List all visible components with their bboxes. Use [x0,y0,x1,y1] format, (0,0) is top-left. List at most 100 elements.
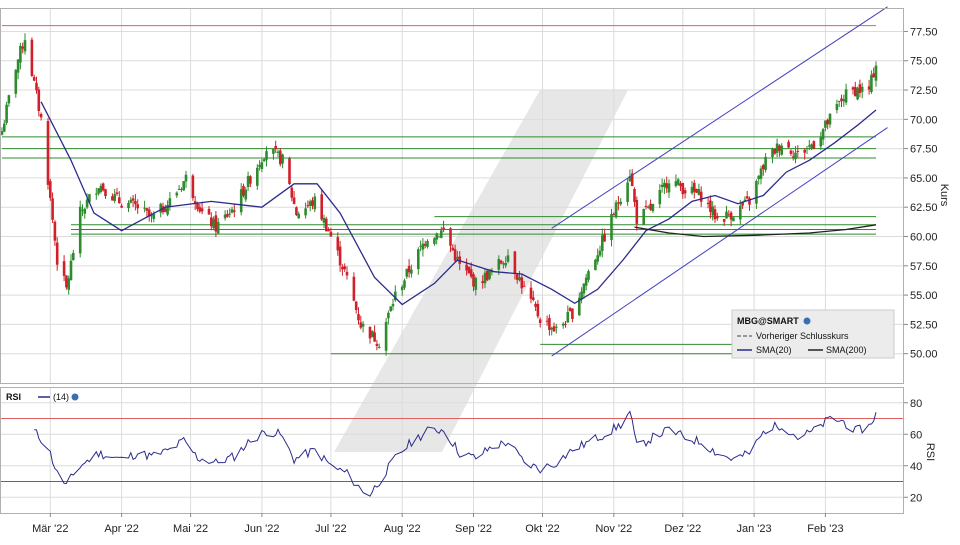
candle-body [481,281,484,284]
candle-body [389,306,392,312]
price-tick-label: 62.50 [910,202,938,214]
candle-body [658,189,662,205]
candle-body [665,183,668,189]
candle-body [23,40,27,52]
candle-body [120,205,123,208]
candle-body [739,205,742,220]
candle-body [745,196,749,199]
candle-body [403,280,406,288]
candle-body [306,205,310,207]
candle-body [805,148,809,150]
candle-body [46,121,50,185]
x-tick-label: Apr '22 [104,523,139,535]
candle-body [426,241,429,247]
candle-body [320,194,323,220]
candle-body [842,99,846,102]
candle-body [272,148,275,154]
candle-body [757,175,760,180]
candle-body [249,176,252,184]
candle-body [513,251,517,274]
candle-body [276,151,280,153]
candle-body [53,221,57,241]
axis-ticks: 50.00 52.50 55.00 57.50 60.00 62.50 65.00 67.50… [32,26,937,535]
candle-body [325,218,328,232]
candle-body [794,152,797,160]
candle-body [727,214,731,216]
candle-body [193,201,197,205]
candle-body [741,201,744,206]
candle-body [49,181,52,198]
candle-body [21,46,24,49]
rsi-period: (14) [53,392,69,402]
candle-body [129,199,133,203]
candle-body [532,297,535,300]
price-tick-label: 72.50 [910,85,938,97]
candle-body [594,259,597,271]
candle-body [619,201,622,205]
candle-body [78,206,82,254]
candle-body [97,188,100,194]
candle-body [449,228,452,246]
candle-body [603,233,606,242]
candle-body [32,77,36,81]
candle-body [442,227,445,230]
candle-body [313,196,317,210]
candle-body [451,247,455,251]
candle-body [858,84,862,93]
candle-body [870,74,873,93]
candle-body [433,238,436,244]
rsi-info-icon[interactable] [71,393,79,401]
price-tick-label: 70.00 [910,114,938,126]
price-tick-label: 52.50 [910,319,938,331]
candle-body [88,194,91,203]
rsi-panel-frame [0,387,904,514]
candle-body [233,210,236,212]
candle-body [336,237,340,251]
candle-body [821,129,825,140]
legend-info-icon[interactable] [803,317,811,325]
candle-body [3,123,6,132]
candle-body [812,141,816,149]
candle-body [104,189,107,197]
candle-body [394,291,397,301]
candle-body [778,145,781,151]
candle-body [377,346,381,348]
candle-body [564,323,567,325]
candle-body [743,199,747,202]
candle-body [453,249,457,261]
candle-body [773,148,777,154]
candle-body [819,136,823,147]
candle-body [166,204,169,215]
candle-body [647,206,650,208]
candle-body [375,343,379,346]
x-tick-label: Jun '22 [244,523,279,535]
candle-body [228,213,231,215]
candle-body [230,209,234,213]
candle-body [824,120,827,128]
candle-body [118,197,121,204]
x-tick-label: Jul '22 [315,523,346,535]
candle-body [136,204,139,209]
candle-body [796,150,800,152]
candle-body [502,263,505,265]
candle-body [518,277,521,281]
candle-body [550,327,553,330]
candle-body [803,149,806,153]
candle-body [16,59,20,73]
candle-body [39,113,43,118]
candle-body [212,218,215,229]
candle-body [198,207,202,212]
candle-body [216,221,220,234]
candle-body [131,198,135,201]
candle-body [175,192,179,196]
candle-body [630,173,634,187]
candle-body [95,193,98,195]
candle-body [488,269,491,279]
candle-body [290,187,294,198]
candlestick-series [0,33,878,356]
candle-body [626,182,629,203]
rsi-tick-label: 80 [910,398,922,410]
candle-body [566,311,570,323]
candle-body [529,287,533,299]
